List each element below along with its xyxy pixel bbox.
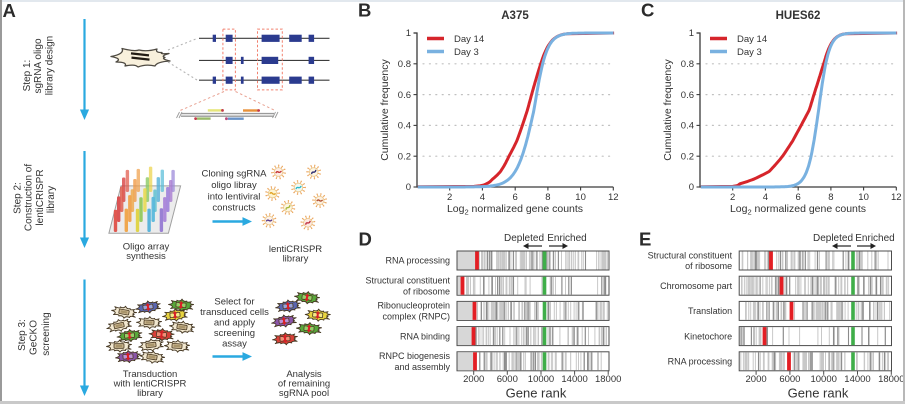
svg-text:library: library — [46, 186, 57, 213]
svg-text:GeCKO: GeCKO — [29, 320, 40, 355]
svg-text:Oligo array: Oligo array — [123, 242, 170, 253]
svg-text:Log2 normalized gene counts: Log2 normalized gene counts — [730, 203, 866, 217]
svg-text:RNA processing: RNA processing — [385, 256, 450, 266]
svg-text:Gene rank: Gene rank — [788, 385, 849, 400]
svg-text:1: 1 — [689, 28, 694, 39]
svg-text:D: D — [359, 229, 372, 250]
svg-text:of ribosome: of ribosome — [403, 286, 450, 296]
svg-text:0: 0 — [406, 182, 411, 193]
svg-text:0.2: 0.2 — [681, 151, 694, 162]
svg-text:Depleted: Depleted — [813, 233, 853, 244]
svg-text:of ribosome: of ribosome — [685, 261, 732, 271]
svg-text:oligo libray: oligo libray — [211, 180, 257, 191]
svg-text:Day 14: Day 14 — [454, 34, 484, 45]
svg-text:8: 8 — [545, 192, 550, 203]
svg-text:Cumulative frequency: Cumulative frequency — [379, 58, 391, 160]
svg-text:12: 12 — [891, 192, 902, 203]
svg-text:6000: 6000 — [497, 374, 518, 385]
svg-text:RNPC biogenesis: RNPC biogenesis — [379, 351, 451, 361]
svg-text:Structural constituent: Structural constituent — [648, 250, 733, 260]
svg-text:Translation: Translation — [688, 306, 732, 316]
svg-text:Log2 normalized gene counts: Log2 normalized gene counts — [447, 203, 583, 217]
svg-text:0: 0 — [689, 182, 694, 193]
svg-text:Construction of: Construction of — [24, 164, 35, 231]
svg-text:8: 8 — [828, 192, 833, 203]
svg-text:10000: 10000 — [528, 374, 554, 385]
svg-text:C: C — [641, 0, 654, 21]
svg-text:1: 1 — [406, 28, 411, 39]
svg-text:6: 6 — [513, 192, 518, 203]
svg-text:Day 3: Day 3 — [737, 47, 762, 58]
svg-text:with lentiCRISPR: with lentiCRISPR — [113, 379, 187, 390]
svg-text:Depleted: Depleted — [504, 233, 544, 244]
svg-text:18000: 18000 — [878, 374, 904, 385]
svg-text:library: library — [137, 388, 163, 399]
svg-text:0.8: 0.8 — [398, 59, 411, 70]
svg-text:sgRNA pool: sgRNA pool — [279, 388, 329, 399]
svg-text:Day 3: Day 3 — [454, 47, 479, 58]
svg-text:Select for: Select for — [214, 297, 254, 308]
svg-text:A375: A375 — [501, 10, 529, 22]
svg-text:Step 3:: Step 3: — [17, 319, 28, 351]
svg-text:library: library — [283, 254, 309, 265]
svg-text:14000: 14000 — [561, 374, 587, 385]
svg-text:Step 1:: Step 1: — [22, 60, 33, 92]
svg-text:2000: 2000 — [746, 374, 767, 385]
svg-text:RNA processing: RNA processing — [668, 357, 733, 367]
svg-text:10000: 10000 — [810, 374, 836, 385]
svg-text:0.6: 0.6 — [681, 90, 694, 101]
svg-text:6: 6 — [796, 192, 801, 203]
svg-text:0.8: 0.8 — [681, 59, 694, 70]
svg-text:Structural constituent: Structural constituent — [365, 276, 450, 286]
svg-text:screening: screening — [214, 328, 255, 339]
svg-text:transduced cells: transduced cells — [200, 307, 269, 318]
svg-text:6000: 6000 — [779, 374, 800, 385]
svg-text:E: E — [639, 229, 651, 250]
svg-text:10: 10 — [575, 192, 586, 203]
svg-text:screening: screening — [41, 312, 52, 355]
svg-text:0.4: 0.4 — [398, 121, 411, 132]
svg-text:Cumulative frequency: Cumulative frequency — [662, 58, 674, 160]
svg-text:Kinetochore: Kinetochore — [684, 331, 732, 341]
svg-text:Day 14: Day 14 — [737, 34, 767, 45]
svg-text:Analysis: Analysis — [286, 369, 322, 380]
svg-text:0.6: 0.6 — [398, 90, 411, 101]
svg-text:lentiCRISPR: lentiCRISPR — [35, 169, 46, 225]
svg-text:into lentiviral: into lentiviral — [208, 192, 261, 203]
svg-text:complex (RNPC): complex (RNPC) — [382, 312, 450, 322]
svg-text:18000: 18000 — [595, 374, 621, 385]
svg-text:Chromosome part: Chromosome part — [660, 281, 733, 291]
svg-text:and apply: and apply — [214, 318, 255, 329]
svg-text:2: 2 — [447, 192, 452, 203]
svg-text:A: A — [3, 0, 16, 21]
svg-text:2: 2 — [730, 192, 735, 203]
svg-text:Enriched: Enriched — [855, 233, 894, 244]
svg-text:0.2: 0.2 — [398, 151, 411, 162]
svg-text:4: 4 — [480, 192, 485, 203]
svg-text:library design: library design — [45, 36, 56, 95]
svg-text:0.4: 0.4 — [681, 121, 694, 132]
svg-text:Cloning sgRNA: Cloning sgRNA — [202, 169, 268, 180]
svg-text:HUES62: HUES62 — [776, 10, 821, 22]
svg-text:Ribonucleoprotein: Ribonucleoprotein — [377, 301, 450, 311]
svg-text:of remaining: of remaining — [278, 379, 330, 390]
svg-text:sgRNA oligo: sgRNA oligo — [33, 38, 44, 93]
svg-text:RNA binding: RNA binding — [400, 331, 450, 341]
svg-text:10: 10 — [858, 192, 869, 203]
svg-text:and assembly: and assembly — [394, 362, 450, 372]
svg-text:Gene rank: Gene rank — [506, 385, 567, 400]
svg-text:2000: 2000 — [463, 374, 484, 385]
svg-text:Enriched: Enriched — [547, 233, 586, 244]
svg-text:B: B — [358, 0, 371, 21]
svg-text:Step 2:: Step 2: — [13, 182, 24, 214]
svg-text:14000: 14000 — [844, 374, 870, 385]
svg-text:constructs: constructs — [212, 203, 256, 214]
svg-text:assay: assay — [222, 339, 247, 350]
svg-text:synthesis: synthesis — [126, 251, 166, 262]
svg-text:Transduction: Transduction — [123, 369, 178, 380]
svg-text:12: 12 — [608, 192, 619, 203]
svg-text:4: 4 — [763, 192, 768, 203]
svg-text:lentiCRISPR: lentiCRISPR — [269, 244, 322, 255]
